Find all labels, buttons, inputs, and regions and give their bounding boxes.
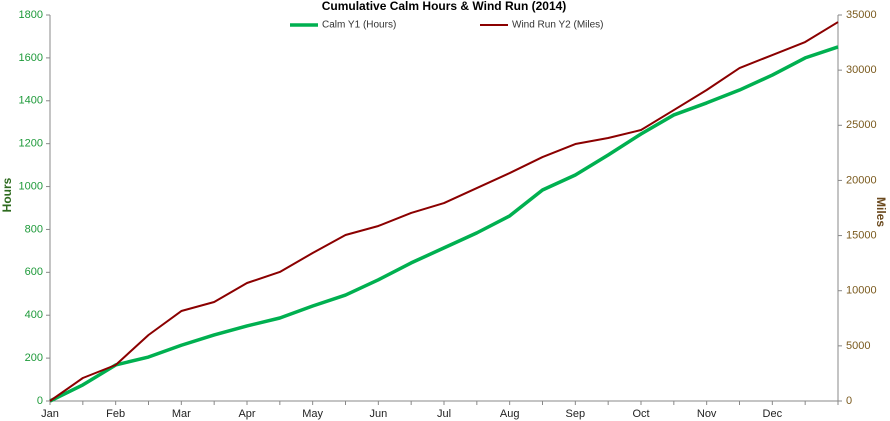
y-tick-label: 0 xyxy=(37,395,43,407)
y2-axis-label: Miles xyxy=(874,197,888,227)
x-tick-label: Apr xyxy=(238,408,255,420)
y2-tick-label: 15000 xyxy=(846,229,877,241)
series-line xyxy=(49,45,839,403)
x-tick-label: Jan xyxy=(41,408,59,420)
y2-tick-label: 25000 xyxy=(846,119,877,131)
x-tick-label: May xyxy=(302,408,323,420)
y-tick-label: 200 xyxy=(25,352,43,364)
y-tick-label: 400 xyxy=(25,309,43,321)
x-tick-label: Feb xyxy=(106,408,125,420)
y2-tick-label: 35000 xyxy=(846,9,877,21)
x-tick-label: Mar xyxy=(172,408,191,420)
y-axis-label: Hours xyxy=(0,177,14,212)
y2-tick-label: 10000 xyxy=(846,285,877,297)
legend-label: Calm Y1 (Hours) xyxy=(322,20,396,31)
y-tick-label: 600 xyxy=(25,266,43,278)
legend-label: Wind Run Y2 (Miles) xyxy=(512,20,604,31)
y-tick-label: 1600 xyxy=(19,52,43,64)
y-tick-label: 1400 xyxy=(19,95,43,107)
x-tick-label: Oct xyxy=(632,408,649,420)
y2-tick-label: 30000 xyxy=(846,64,877,76)
y2-tick-label: 0 xyxy=(846,395,852,407)
x-tick-label: Jul xyxy=(437,408,451,420)
x-tick-label: Aug xyxy=(500,408,520,420)
y-tick-label: 1200 xyxy=(19,138,43,150)
series-line xyxy=(49,21,839,402)
x-tick-label: Nov xyxy=(697,408,717,420)
y-tick-label: 800 xyxy=(25,223,43,235)
x-tick-label: Sep xyxy=(566,408,586,420)
y2-tick-label: 20000 xyxy=(846,174,877,186)
chart-title: Cumulative Calm Hours & Wind Run (2014) xyxy=(322,0,567,13)
y-tick-label: 1800 xyxy=(19,9,43,21)
y-tick-label: 1000 xyxy=(19,180,43,192)
y2-tick-label: 5000 xyxy=(846,340,870,352)
x-tick-label: Jun xyxy=(369,408,387,420)
x-tick-label: Dec xyxy=(763,408,783,420)
